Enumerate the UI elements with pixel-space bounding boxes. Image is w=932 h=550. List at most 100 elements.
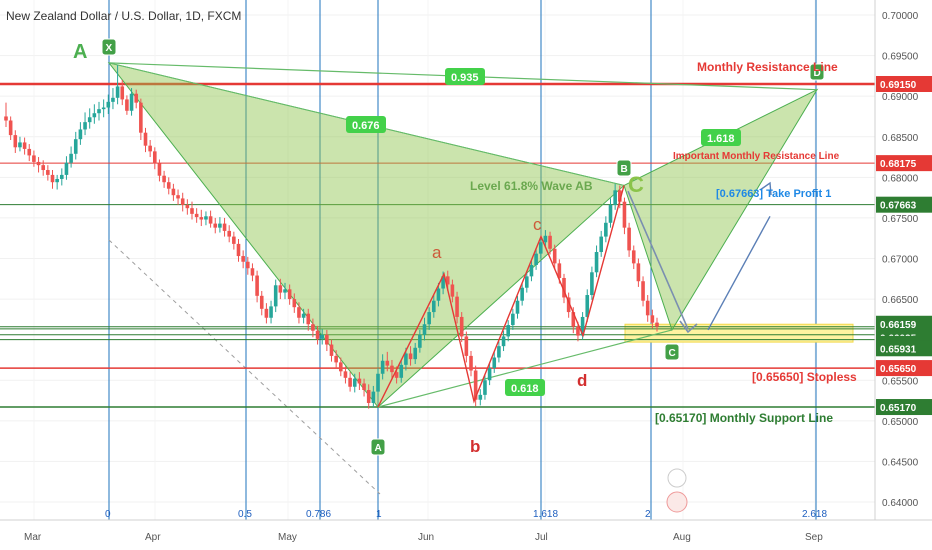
candle-body [618, 190, 622, 202]
price-tick-label: 0.66500 [882, 295, 919, 306]
candle-body [538, 242, 543, 254]
candle-body [148, 145, 152, 152]
time-tick-label: Sep [805, 532, 823, 543]
price-tag-box [876, 399, 932, 416]
candle-body [194, 213, 199, 218]
candle-body [301, 313, 306, 318]
candle-body [87, 117, 92, 123]
candle-body [8, 120, 13, 136]
candle-body [436, 288, 441, 301]
time-tick-label: Jun [418, 532, 434, 543]
candle-body [404, 353, 408, 365]
candle-body [213, 223, 218, 228]
candle-body [18, 142, 22, 148]
candle-body [627, 227, 631, 251]
price-tick-label: 0.67000 [882, 255, 919, 266]
candle-body [199, 217, 204, 220]
candle-body [273, 285, 278, 307]
price-tag-box [876, 315, 932, 332]
candle-body [650, 315, 655, 323]
candle-body [520, 287, 524, 301]
candle-body [357, 378, 362, 384]
ratio-tag-label: 1.618 [707, 133, 735, 145]
candle-body [525, 276, 529, 288]
time-tick-label: Jul [535, 532, 548, 543]
chart-title: New Zealand Dollar / U.S. Dollar, 1D, FX… [6, 9, 241, 23]
fib-time-label: 0.5 [238, 509, 252, 520]
candle-body [64, 162, 69, 175]
candle-body [534, 253, 538, 265]
point-tag-label: D [814, 68, 821, 79]
candle-body [636, 263, 641, 282]
candle-body [315, 330, 320, 339]
candle-body [269, 306, 273, 318]
point-tag-label: X [106, 43, 113, 54]
candle-body [259, 295, 264, 309]
candle-body [55, 178, 59, 183]
fib-time-label: 2 [645, 509, 651, 520]
point-tag-label: A [375, 443, 382, 454]
candle-body [287, 289, 292, 300]
candle-body [101, 107, 106, 110]
candle-body [483, 380, 487, 395]
arrow-head-down [679, 320, 698, 334]
time-axis[interactable]: Mar Apr May Jun Jul Aug Sep [24, 532, 823, 543]
price-tags: 0.691500.681750.676630.661590.661330.660… [876, 75, 932, 416]
candle-body [297, 307, 301, 318]
candle-body [232, 236, 236, 244]
point-tag-box [616, 159, 632, 177]
candle-body [464, 336, 469, 356]
candle-body [227, 230, 231, 237]
fib-time-label: 0.786 [306, 509, 331, 520]
candle-body [125, 99, 129, 111]
candle-body [41, 165, 45, 171]
candle-body [50, 174, 55, 183]
candle-body [236, 243, 241, 257]
candle-body [501, 336, 506, 347]
time-tick-label: Apr [145, 532, 161, 543]
point-tag-box [664, 343, 680, 361]
annotation-take-profit: [0.67663] Take Profit 1 [716, 188, 831, 200]
candle-body [608, 204, 613, 223]
candle-body [264, 308, 269, 318]
annotation-monthly-support: [0.65170] Monthly Support Line [655, 411, 833, 425]
candle-body [320, 334, 324, 339]
fib-time-label: 0 [105, 509, 111, 520]
candle-body [604, 222, 608, 237]
ratio-tag-box [701, 129, 741, 146]
candle-body [469, 355, 473, 371]
price-tick-label: 0.64000 [882, 498, 919, 509]
candle-body [511, 313, 515, 326]
candle-body [278, 285, 283, 293]
candle-body [450, 284, 455, 297]
time-tick-label: May [278, 532, 297, 543]
candle-body [371, 391, 376, 403]
candle-body [208, 216, 213, 224]
candle-body [180, 198, 185, 205]
candle-body [171, 188, 176, 196]
candle-body [376, 373, 380, 392]
candle-body [69, 153, 73, 163]
candle-body [487, 368, 492, 381]
candle-body [562, 277, 566, 298]
fib-time-label: 1 [376, 509, 382, 520]
candle-body [311, 324, 315, 331]
candle-body [83, 122, 87, 130]
wave-label-a: a [432, 243, 442, 262]
candle-body [4, 116, 8, 121]
price-tag-label: 0.67663 [880, 201, 917, 212]
candle-body [408, 353, 413, 360]
ratio-tag-label: 0.676 [352, 120, 380, 132]
candle-body [111, 97, 115, 102]
ratio-tag-box [346, 116, 386, 133]
candle-body [13, 135, 18, 148]
candle-body [348, 377, 352, 387]
price-tag-label: 0.68175 [880, 159, 917, 170]
candle-body [599, 236, 603, 253]
candle-body [176, 195, 180, 199]
candle-body [427, 312, 431, 325]
ratio-tag-box [445, 68, 485, 85]
point-tag-label: C [669, 348, 676, 359]
harmonic-pattern [107, 62, 819, 408]
